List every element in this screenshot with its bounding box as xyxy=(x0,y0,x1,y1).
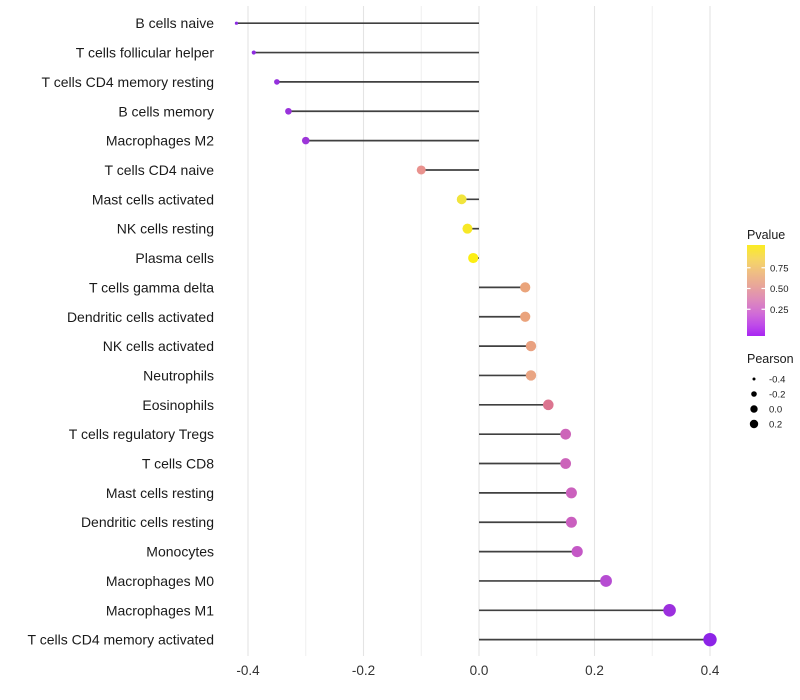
category-label: NK cells resting xyxy=(117,221,214,237)
lollipop-dot xyxy=(468,252,479,264)
lollipop-dot xyxy=(600,575,612,587)
category-label: T cells follicular helper xyxy=(76,45,215,61)
pearson-size-dot xyxy=(750,405,758,413)
pearson-size-dot xyxy=(751,391,757,397)
lollipop-dot xyxy=(565,516,577,528)
lollipop-dot xyxy=(274,79,280,85)
category-label: Plasma cells xyxy=(135,250,214,266)
category-label: Monocytes xyxy=(146,544,214,560)
pvalue-tick-label: 0.25 xyxy=(770,305,789,316)
pearson-size-label: 0.2 xyxy=(769,420,782,431)
lollipop-dot xyxy=(543,399,554,411)
lollipop-dot xyxy=(520,282,531,293)
category-label: Macrophages M2 xyxy=(106,133,214,149)
pvalue-tick-label: 0.50 xyxy=(770,284,789,295)
pvalue-legend-title: Pvalue xyxy=(747,228,785,242)
lollipop-dot xyxy=(456,194,467,205)
category-label: Eosinophils xyxy=(142,397,214,413)
lollipop-dot xyxy=(525,370,537,381)
x-axis-tick-label: -0.4 xyxy=(236,663,260,678)
category-label: Neutrophils xyxy=(143,367,214,383)
lollipop-dot xyxy=(565,487,577,499)
category-label: Dendritic cells activated xyxy=(67,309,214,325)
lollipop-dot xyxy=(462,223,473,234)
lollipop-dot xyxy=(234,21,239,25)
x-axis-tick-label: 0.2 xyxy=(585,663,604,678)
category-label: T cells CD4 memory activated xyxy=(28,632,214,648)
lollipop-dot xyxy=(571,545,583,558)
x-axis-tick-label: 0.0 xyxy=(470,663,489,678)
category-label: NK cells activated xyxy=(103,338,214,354)
lollipop-dot xyxy=(560,458,572,469)
pearson-size-dot xyxy=(752,377,756,381)
category-label: B cells memory xyxy=(118,103,214,119)
lollipop-dot xyxy=(301,136,310,145)
lollipop-dot xyxy=(560,428,572,440)
category-label: T cells CD8 xyxy=(142,456,214,472)
lollipop-dot xyxy=(251,50,256,55)
lollipop-dot xyxy=(520,311,531,322)
category-label: Macrophages M1 xyxy=(106,602,214,618)
category-label: Macrophages M0 xyxy=(106,573,214,589)
pearson-size-dot xyxy=(749,419,759,429)
lollipop-dot xyxy=(703,632,717,647)
category-label: T cells CD4 naive xyxy=(105,162,215,178)
x-axis-tick-label: 0.4 xyxy=(701,663,720,678)
category-label: T cells regulatory Tregs xyxy=(69,426,214,442)
lollipop-dot xyxy=(416,165,426,175)
category-label: Dendritic cells resting xyxy=(81,514,214,530)
x-axis-tick-label: -0.2 xyxy=(352,663,375,678)
category-label: Mast cells resting xyxy=(106,485,214,501)
category-label: Mast cells activated xyxy=(92,191,214,207)
pvalue-gradient-bar xyxy=(747,245,765,336)
lollipop-dot xyxy=(285,107,292,115)
lollipop-dot xyxy=(663,604,676,617)
category-label: B cells naive xyxy=(135,15,214,31)
pearson-size-label: 0.0 xyxy=(769,405,782,416)
pvalue-tick-label: 0.75 xyxy=(770,263,789,274)
pearson-size-label: -0.2 xyxy=(769,390,785,401)
lollipop-dot xyxy=(525,340,537,352)
pearson-legend-title: Pearson xyxy=(747,352,794,366)
category-label: T cells CD4 memory resting xyxy=(42,74,214,90)
pearson-size-label: -0.4 xyxy=(769,375,785,386)
category-label: T cells gamma delta xyxy=(89,279,214,295)
